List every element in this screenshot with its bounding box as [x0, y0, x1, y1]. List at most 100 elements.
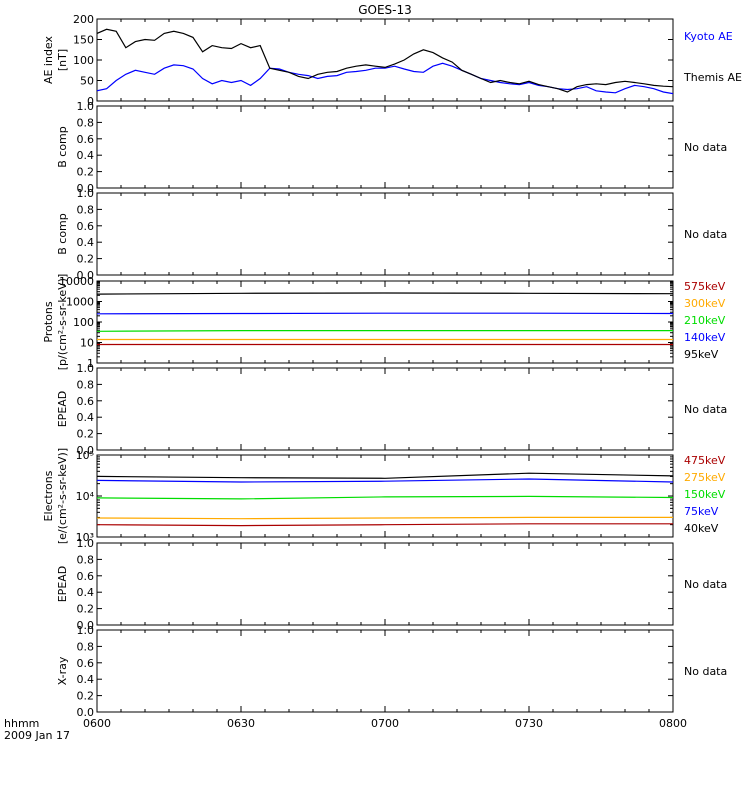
- y-axis-label-units: [e/(cm²-s-sr-keV)]: [56, 448, 69, 544]
- y-tick-label: 0.8: [77, 640, 95, 653]
- time-axis-label-hhmm: hhmm: [4, 717, 39, 730]
- series-line-95kev: [97, 292, 673, 295]
- no-data-note: No data: [684, 665, 727, 678]
- legend-kyoto-ae: Kyoto AE: [684, 30, 733, 43]
- y-tick-label: 0.4: [77, 411, 95, 424]
- y-tick-label: 0.4: [77, 586, 95, 599]
- time-tick-label: 0800: [659, 717, 687, 730]
- y-tick-label: 1.0: [77, 100, 95, 113]
- series-line-150kev: [97, 495, 673, 500]
- panel-ae: 0 50 100 150 200 AE index [nT] Kyoto AE Themis A…: [42, 13, 742, 108]
- panel-protons: 1 10 100 1000 10000 Protons [p/(cm²-s-sr-keV)]…: [42, 274, 726, 371]
- y-axis-label-units: [p/(cm²-s-sr-keV)]: [56, 274, 69, 371]
- legend-475keV: 475keV: [684, 454, 726, 467]
- y-tick-label: 150: [73, 34, 94, 47]
- panel-frame: [96, 18, 674, 102]
- no-data-note: No data: [684, 403, 727, 416]
- panel-electrons: 10³ 10⁴ 10⁵ Electrons [e/(cm²-s-sr-keV)] 475k…: [42, 448, 726, 544]
- y-tick-label: 10⁴: [76, 490, 95, 503]
- y-axis-label: EPEAD: [56, 566, 69, 603]
- y-tick-label: 0.2: [77, 253, 95, 266]
- y-axis-label: EPEAD: [56, 391, 69, 428]
- y-tick-label: 0.0: [77, 182, 95, 195]
- panels-group: 0 50 100 150 200 AE index [nT] Kyoto AE Themis A…: [42, 13, 742, 719]
- y-tick-label: 0.2: [77, 428, 95, 441]
- y-axis-label: X-ray: [56, 656, 69, 685]
- legend-575keV: 575keV: [684, 280, 726, 293]
- series-line-210kev: [97, 330, 673, 332]
- legend-150keV: 150keV: [684, 488, 726, 501]
- y-tick-label: 0.8: [77, 553, 95, 566]
- y-tick-label: 1: [87, 357, 94, 370]
- y-tick-label: 100: [73, 54, 94, 67]
- panel-frame: [96, 367, 674, 451]
- y-tick-label: 0.2: [77, 690, 95, 703]
- series-line-275kev: [97, 516, 673, 520]
- y-tick-label: 10: [80, 337, 94, 350]
- y-tick-label: 1.0: [77, 362, 95, 375]
- plot-title: GOES-13: [358, 3, 412, 17]
- y-tick-label: 50: [80, 75, 94, 88]
- y-tick-label: 10³: [76, 531, 94, 544]
- y-tick-label: 0.2: [77, 603, 95, 616]
- y-axis-label: B comp: [56, 213, 69, 255]
- legend-40keV: 40keV: [684, 522, 719, 535]
- time-tick-label: 0630: [227, 717, 255, 730]
- y-tick-label: 100: [73, 316, 94, 329]
- series-line-themis-ae: [97, 28, 673, 93]
- panel-epead2: 0.0 0.2 0.4 0.6 0.8 1.0 EPEAD No data: [56, 537, 727, 632]
- time-tick-label: 0700: [371, 717, 399, 730]
- y-tick-label: 1.0: [77, 187, 95, 200]
- y-axis-label: AE index: [42, 35, 55, 84]
- legend-themis-ae: Themis AE: [683, 71, 742, 84]
- panel-xray: 0.0 0.2 0.4 0.6 0.8 1.0 X-ray No data: [56, 624, 727, 719]
- y-tick-label: 0.2: [77, 166, 95, 179]
- y-tick-label: 0.8: [77, 203, 95, 216]
- y-tick-label: 0.8: [77, 116, 95, 129]
- time-axis: hhmm 2009 Jan 17 0600 0630 0700 0730 0800: [4, 717, 687, 742]
- y-tick-label: 0.8: [77, 378, 95, 391]
- y-tick-label: 10000: [59, 275, 94, 288]
- panel-frame: [96, 542, 674, 626]
- series-line-475kev: [97, 523, 673, 527]
- panel-bcomp1: 0.0 0.2 0.4 0.6 0.8 1.0 B comp No data: [56, 100, 727, 195]
- y-tick-label: 0.0: [77, 269, 95, 282]
- y-tick-label: 0.0: [77, 444, 95, 457]
- legend-95keV: 95keV: [684, 348, 719, 361]
- time-tick-label: 0600: [83, 717, 111, 730]
- legend-300keV: 300keV: [684, 297, 726, 310]
- y-tick-label: 0.6: [77, 657, 95, 670]
- panel-frame: [96, 105, 674, 189]
- panel-bcomp2: 0.0 0.2 0.4 0.6 0.8 1.0 B comp No data: [56, 187, 727, 282]
- legend-140keV: 140keV: [684, 331, 726, 344]
- y-tick-label: 10⁵: [76, 449, 94, 462]
- y-tick-label: 0.6: [77, 395, 95, 408]
- no-data-note: No data: [684, 228, 727, 241]
- y-tick-label: 1000: [66, 296, 94, 309]
- y-tick-label: 0.0: [77, 619, 95, 632]
- no-data-note: No data: [684, 578, 727, 591]
- y-tick-label: 0.6: [77, 220, 95, 233]
- y-tick-label: 1.0: [77, 624, 95, 637]
- y-tick-label: 0.0: [77, 706, 95, 719]
- panel-frame: [96, 192, 674, 276]
- y-tick-label: 0.4: [77, 149, 95, 162]
- series-line-140kev: [97, 312, 673, 315]
- y-axis-label-units: [nT]: [56, 49, 69, 71]
- y-tick-label: 0: [87, 95, 94, 108]
- y-tick-label: 1.0: [77, 537, 95, 550]
- y-tick-label: 0.4: [77, 236, 95, 249]
- legend-75keV: 75keV: [684, 505, 719, 518]
- panel-frame: [96, 629, 674, 713]
- legend-210keV: 210keV: [684, 314, 726, 327]
- y-tick-label: 200: [73, 13, 94, 26]
- no-data-note: No data: [684, 141, 727, 154]
- y-axis-label: Protons: [42, 301, 55, 342]
- y-tick-label: 0.6: [77, 570, 95, 583]
- series-line-75kev: [97, 478, 673, 483]
- legend-275keV: 275keV: [684, 471, 726, 484]
- y-tick-label: 0.4: [77, 673, 95, 686]
- series-line-kyoto-ae: [97, 62, 673, 95]
- y-tick-label: 0.6: [77, 133, 95, 146]
